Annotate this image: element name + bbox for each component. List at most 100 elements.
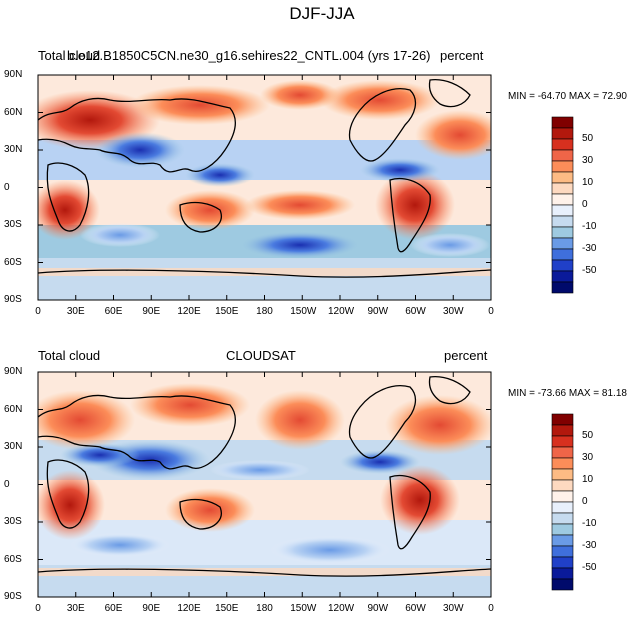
colorbar-segment [551, 171, 574, 184]
colorbars [551, 116, 574, 591]
lat-tick-label: 30S [4, 516, 22, 527]
lon-tick-label: 120W [328, 603, 355, 614]
colorbar-segment [551, 237, 574, 250]
colorbar-label: 10 [582, 177, 594, 188]
lat-tick-label: 90N [4, 366, 23, 377]
lat-tick-label: 90S [4, 294, 22, 305]
lon-tick-label: 150E [215, 603, 239, 614]
lon-tick-label: 180 [256, 306, 273, 317]
lon-tick-label: 120W [328, 306, 355, 317]
panel-2-map [38, 372, 491, 597]
lon-tick-label: 30E [66, 306, 85, 317]
colorbar-label: 0 [582, 496, 588, 507]
lon-tick-label: 60W [405, 603, 426, 614]
colorbar-label: 30 [582, 452, 594, 463]
lon-tick-label: 30E [66, 603, 85, 614]
lon-tick-label: 120E [177, 603, 201, 614]
colorbar-segment [551, 501, 574, 514]
colorbar-segment [551, 479, 574, 492]
colorbar-segment [551, 160, 574, 173]
colorbar-segment [551, 545, 574, 558]
colorbar-segment [551, 424, 574, 437]
lon-tick-label: 120E [177, 306, 201, 317]
lon-tick-label: 150W [290, 306, 317, 317]
lon-tick-label: 0 [488, 603, 494, 614]
colorbar-label: 10 [582, 474, 594, 485]
lat-tick-label: 90N [4, 69, 23, 80]
lat-tick-label: 60S [4, 256, 22, 268]
lon-tick-label: 90E [142, 603, 161, 614]
lon-tick-label: 0 [488, 306, 494, 317]
lon-tick-label: 0 [35, 306, 41, 317]
lat-tick-label: 30N [4, 144, 23, 155]
panel-2-center-title: CLOUDSAT [226, 348, 296, 363]
colorbar-segment [551, 127, 574, 140]
lon-tick-label: 90W [367, 306, 389, 317]
lon-tick-label: 180 [256, 603, 273, 614]
colorbar-segment [551, 567, 574, 580]
lat-tick-label: 0 [4, 478, 10, 490]
panel-1-right-title: percent [440, 48, 484, 63]
panel-2-left-title: Total cloud [38, 348, 101, 363]
lon-tick-label: 60E [104, 306, 123, 317]
colorbar-segment [551, 413, 574, 426]
colorbar-segment [551, 446, 574, 459]
colorbar-label: -50 [582, 562, 597, 573]
colorbar-segment [551, 248, 574, 261]
colorbar-segment [551, 490, 574, 503]
colorbar-label: 50 [582, 430, 594, 441]
colorbar-label: -50 [582, 265, 597, 276]
lon-tick-label: 150E [215, 306, 239, 317]
lon-tick-label: 60E [104, 603, 123, 614]
figure-title: DJF-JJA [289, 4, 355, 23]
panel-1-map [38, 75, 491, 300]
colorbar-segment [551, 138, 574, 151]
colorbar-label: -30 [582, 243, 597, 254]
colorbar-segment [551, 578, 574, 591]
colorbar-segment [551, 182, 574, 195]
colorbar-label: 0 [582, 199, 588, 210]
colorbar-segment [551, 556, 574, 569]
colorbar-segment [551, 534, 574, 547]
panel-1-center-title: b.e12.B1850C5CN.ne30_g16.sehires22_CNTL.… [67, 48, 431, 63]
panel-2-coastlines [38, 376, 491, 577]
lat-tick-label: 30N [4, 441, 23, 452]
colorbar-label: -10 [582, 221, 597, 232]
lat-tick-label: 60N [4, 106, 23, 118]
lat-tick-label: 60N [4, 403, 23, 415]
colorbar-segment [551, 116, 574, 129]
lat-tick-label: 30S [4, 219, 22, 230]
colorbar-label: 50 [582, 133, 594, 144]
lon-tick-label: 90W [367, 603, 389, 614]
colorbar-segment [551, 204, 574, 217]
colorbar-segment [551, 512, 574, 525]
colorbar-segment [551, 270, 574, 283]
colorbar-segment [551, 193, 574, 206]
panel-1-coastlines [38, 79, 491, 278]
colorbar-segment [551, 457, 574, 470]
lon-tick-label: 0 [35, 603, 41, 614]
colorbar-segment [551, 226, 574, 239]
colorbar-label: -10 [582, 518, 597, 529]
colorbar-segment [551, 149, 574, 162]
lon-tick-label: 150W [290, 603, 317, 614]
colorbar-segment [551, 281, 574, 294]
panel-1-left-title: Total cloud [38, 48, 101, 63]
colorbar-segment [551, 259, 574, 272]
lat-tick-label: 60S [4, 553, 22, 565]
panel-2-right-title: percent [444, 348, 488, 363]
lat-tick-label: 90S [4, 591, 22, 602]
colorbar-segment [551, 215, 574, 228]
axis-ticks [37, 74, 492, 598]
lon-tick-label: 60W [405, 306, 426, 317]
panel-2-minmax: MIN = -73.66 MAX = 81.18 [508, 388, 627, 399]
colorbar-segment [551, 523, 574, 536]
panel-1-minmax: MIN = -64.70 MAX = 72.90 [508, 91, 627, 102]
lat-tick-label: 0 [4, 181, 10, 193]
colorbar-label: 30 [582, 155, 594, 166]
lon-tick-label: 30W [442, 603, 464, 614]
lon-tick-label: 30W [442, 306, 464, 317]
lon-tick-label: 90E [142, 306, 161, 317]
colorbar-label: -30 [582, 540, 597, 551]
